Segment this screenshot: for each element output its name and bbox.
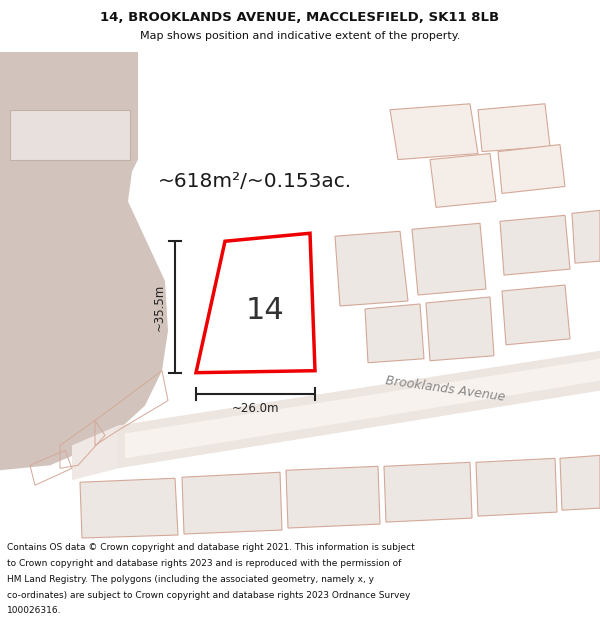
Polygon shape [0, 52, 168, 470]
Polygon shape [286, 466, 380, 528]
Polygon shape [335, 231, 408, 306]
Text: Contains OS data © Crown copyright and database right 2021. This information is : Contains OS data © Crown copyright and d… [7, 543, 415, 552]
Text: ~26.0m: ~26.0m [232, 402, 279, 415]
Polygon shape [125, 359, 600, 458]
Polygon shape [478, 104, 550, 152]
Polygon shape [430, 154, 496, 208]
Polygon shape [412, 223, 486, 295]
Text: ~618m²/~0.153ac.: ~618m²/~0.153ac. [158, 172, 352, 191]
Polygon shape [118, 351, 600, 468]
Text: to Crown copyright and database rights 2023 and is reproduced with the permissio: to Crown copyright and database rights 2… [7, 559, 401, 568]
Polygon shape [80, 478, 178, 538]
Polygon shape [196, 233, 315, 372]
Polygon shape [72, 426, 118, 480]
Text: co-ordinates) are subject to Crown copyright and database rights 2023 Ordnance S: co-ordinates) are subject to Crown copyr… [7, 591, 410, 599]
Text: 100026316.: 100026316. [7, 606, 62, 615]
Polygon shape [502, 285, 570, 345]
Text: Brooklands Avenue: Brooklands Avenue [385, 374, 506, 404]
Text: Map shows position and indicative extent of the property.: Map shows position and indicative extent… [140, 31, 460, 41]
Text: 14, BROOKLANDS AVENUE, MACCLESFIELD, SK11 8LB: 14, BROOKLANDS AVENUE, MACCLESFIELD, SK1… [100, 11, 500, 24]
Polygon shape [572, 211, 600, 263]
Text: HM Land Registry. The polygons (including the associated geometry, namely x, y: HM Land Registry. The polygons (includin… [7, 575, 374, 584]
Polygon shape [384, 462, 472, 522]
Polygon shape [182, 472, 282, 534]
Polygon shape [365, 304, 424, 362]
Text: 14: 14 [245, 296, 284, 326]
Polygon shape [426, 297, 494, 361]
Polygon shape [476, 458, 557, 516]
Polygon shape [498, 144, 565, 193]
Polygon shape [500, 216, 570, 275]
Polygon shape [390, 104, 478, 159]
Text: ~35.5m: ~35.5m [152, 283, 166, 331]
Polygon shape [560, 456, 600, 510]
Polygon shape [10, 110, 130, 159]
